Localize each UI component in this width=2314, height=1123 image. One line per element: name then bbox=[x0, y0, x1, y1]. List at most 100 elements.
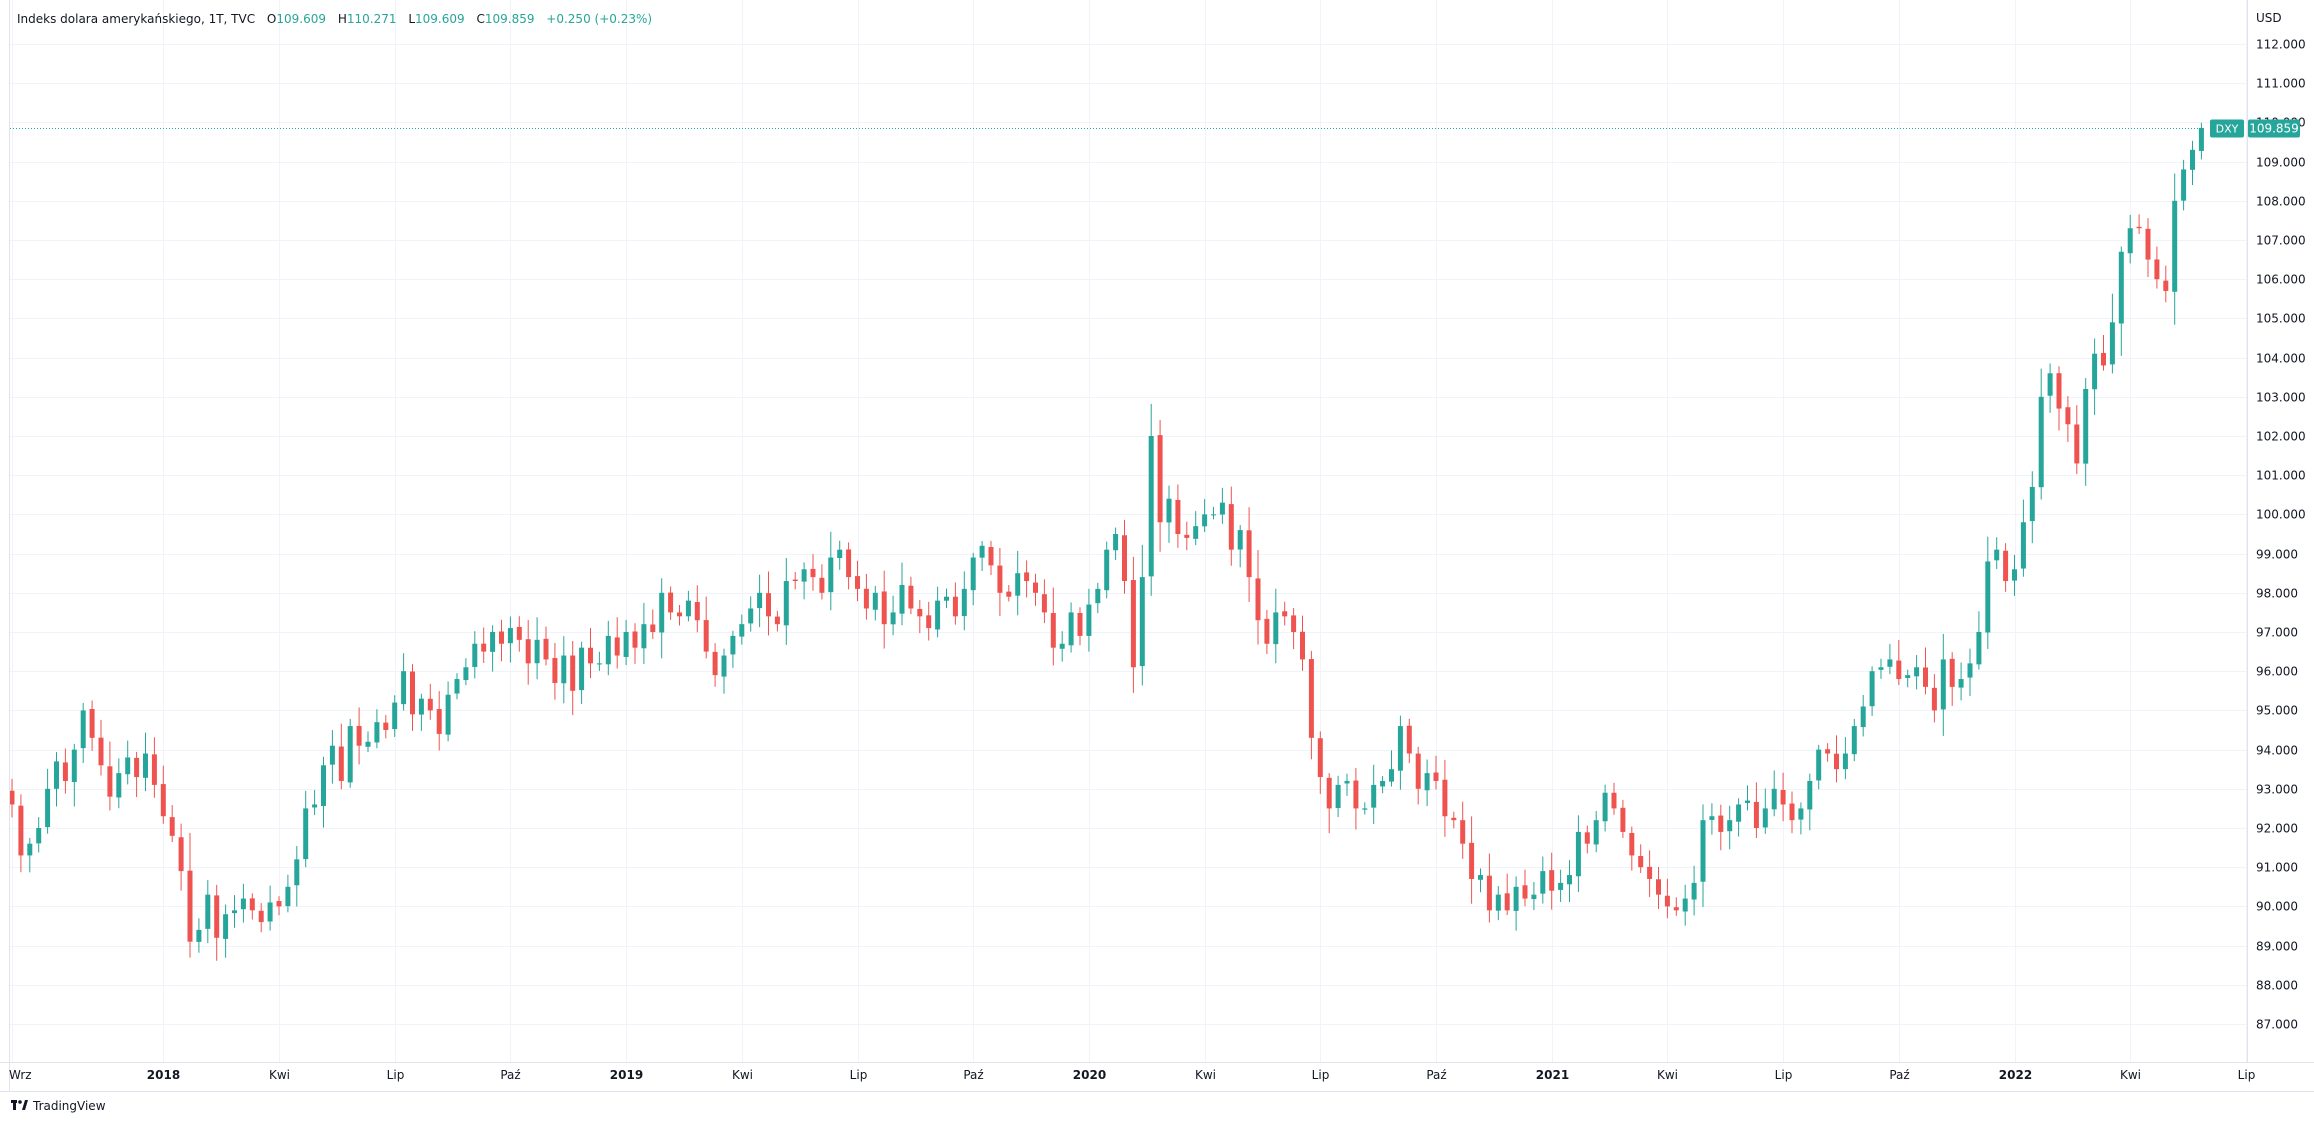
candle-body bbox=[1211, 514, 1216, 516]
candle bbox=[1860, 695, 1866, 737]
candle-body bbox=[1139, 577, 1145, 667]
candle bbox=[1326, 773, 1332, 834]
last-price-badge[interactable]: 109.859 bbox=[2248, 119, 2300, 138]
candle bbox=[2083, 378, 2089, 486]
candle-body bbox=[54, 761, 59, 789]
candle bbox=[1567, 860, 1572, 902]
candlestick-series bbox=[9, 122, 2204, 961]
candle bbox=[1878, 658, 1884, 679]
price-tick-label: 98.000 bbox=[2256, 587, 2298, 601]
candle bbox=[2020, 499, 2026, 577]
tradingview-brand[interactable]: TradingView bbox=[11, 1099, 106, 1113]
candle bbox=[1575, 815, 1581, 893]
candle-body bbox=[1130, 580, 1136, 668]
candle bbox=[329, 730, 335, 784]
time-tick-label: Kwi bbox=[269, 1068, 290, 1082]
candle bbox=[1317, 731, 1323, 794]
candle-body bbox=[561, 655, 567, 684]
candle bbox=[1789, 791, 1795, 834]
candle-body bbox=[1024, 572, 1030, 582]
candle-body bbox=[1291, 615, 1297, 632]
candle-body bbox=[1611, 792, 1617, 809]
candle-body bbox=[703, 620, 709, 652]
candle bbox=[1842, 737, 1848, 780]
candle-body bbox=[436, 709, 442, 734]
candle-body bbox=[481, 643, 487, 652]
candle bbox=[1593, 811, 1599, 853]
time-tick-label: Paź bbox=[963, 1068, 983, 1082]
price-tick-label: 112.000 bbox=[2256, 38, 2306, 52]
candle-body bbox=[294, 859, 300, 886]
candle-body bbox=[205, 894, 211, 929]
candle bbox=[605, 620, 611, 676]
candle-body bbox=[71, 749, 77, 782]
candle-body bbox=[383, 722, 389, 730]
candle-body bbox=[98, 737, 104, 766]
candle bbox=[312, 790, 318, 816]
candle bbox=[54, 752, 59, 807]
candle-body bbox=[365, 741, 371, 747]
price-axis[interactable]: 112.000111.000110.000109.000108.000107.0… bbox=[2256, 38, 2306, 1032]
candle-body bbox=[1656, 879, 1661, 895]
candle-body bbox=[552, 657, 558, 683]
candle-body bbox=[223, 914, 229, 939]
candle-body bbox=[507, 628, 513, 644]
candle-body bbox=[1673, 907, 1679, 911]
candle bbox=[944, 588, 949, 609]
candle-body bbox=[499, 631, 504, 644]
time-axis[interactable]: Wrz 2018 Kwi Lip Paź 2019 Kwi Lip Paź 2020 Kwi Lip P… bbox=[9, 1068, 2314, 1082]
candle bbox=[232, 895, 237, 928]
candle-body bbox=[872, 592, 878, 610]
candle bbox=[2056, 366, 2062, 431]
candle bbox=[685, 590, 691, 622]
ticker-badge[interactable]: DXY bbox=[2210, 119, 2244, 138]
candle bbox=[1834, 735, 1839, 783]
candle-body bbox=[151, 754, 157, 785]
candle bbox=[267, 885, 273, 931]
candle-body bbox=[1433, 772, 1439, 781]
candle-body bbox=[2038, 396, 2044, 488]
candle bbox=[1558, 869, 1564, 902]
candle-body bbox=[178, 837, 184, 872]
candle bbox=[1415, 746, 1421, 805]
candle-body bbox=[116, 773, 122, 798]
candle bbox=[1700, 804, 1706, 908]
candle-body bbox=[1104, 549, 1110, 591]
candle-body bbox=[1282, 611, 1288, 617]
candle bbox=[2118, 246, 2124, 356]
candle-body bbox=[2065, 407, 2071, 425]
candle bbox=[677, 604, 682, 626]
candle bbox=[418, 693, 424, 731]
candle-body bbox=[881, 591, 887, 625]
candle-body bbox=[2074, 424, 2080, 464]
candle-body bbox=[1371, 784, 1377, 808]
candle-body bbox=[1486, 875, 1492, 911]
candle bbox=[2029, 471, 2035, 544]
candle bbox=[1620, 799, 1626, 838]
candle bbox=[2092, 338, 2098, 415]
candle bbox=[107, 741, 113, 811]
candle-body bbox=[1860, 706, 1866, 728]
candle bbox=[1531, 881, 1537, 911]
candle-body bbox=[721, 655, 727, 677]
candle bbox=[2136, 214, 2142, 234]
candle bbox=[1718, 804, 1724, 851]
candle-body bbox=[338, 746, 344, 781]
candle bbox=[1086, 588, 1092, 652]
candle bbox=[561, 636, 567, 704]
candle-body bbox=[685, 600, 691, 617]
candle-body bbox=[1095, 588, 1101, 604]
candle-body bbox=[392, 702, 398, 730]
price-tick-label: 87.000 bbox=[2256, 1018, 2298, 1032]
candle bbox=[846, 542, 852, 590]
candle-body bbox=[659, 592, 665, 633]
candle bbox=[1015, 550, 1021, 616]
candle-body bbox=[1415, 753, 1421, 789]
candle-body bbox=[1513, 886, 1519, 911]
price-tick-label: 94.000 bbox=[2256, 744, 2298, 758]
candle-body bbox=[1825, 749, 1831, 754]
price-tick-label: 93.000 bbox=[2256, 783, 2298, 797]
price-tick-label: 105.000 bbox=[2256, 312, 2306, 326]
candle-body bbox=[107, 766, 113, 797]
